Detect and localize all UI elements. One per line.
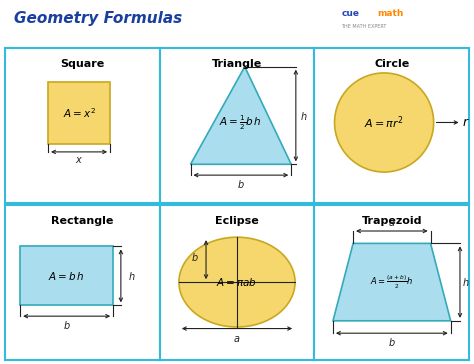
Bar	[48, 82, 110, 144]
Text: $b$: $b$	[237, 178, 245, 190]
Text: Triangle: Triangle	[212, 59, 262, 69]
Ellipse shape	[179, 237, 295, 327]
Text: Square: Square	[60, 59, 104, 69]
Text: $h$: $h$	[463, 276, 470, 288]
Bar	[20, 246, 113, 305]
Polygon shape	[191, 67, 291, 164]
Text: Rectangle: Rectangle	[51, 215, 113, 226]
Text: $r$: $r$	[462, 116, 470, 129]
Text: $h$: $h$	[300, 110, 307, 122]
Circle shape	[335, 73, 434, 172]
Polygon shape	[333, 244, 451, 321]
Text: $b$: $b$	[191, 251, 199, 263]
Text: $x$: $x$	[75, 155, 83, 165]
Text: math: math	[377, 9, 403, 18]
Text: $A = \pi r^2$: $A = \pi r^2$	[364, 114, 404, 131]
Text: $b$: $b$	[388, 336, 396, 348]
Text: $A = \frac{1}{2}b\,h$: $A = \frac{1}{2}b\,h$	[219, 113, 261, 132]
Text: Geometry Formulas: Geometry Formulas	[14, 11, 182, 26]
Text: $b$: $b$	[63, 320, 71, 332]
Text: $A = \pi ab$: $A = \pi ab$	[217, 276, 257, 288]
Text: $A = x^2$: $A = x^2$	[63, 106, 95, 120]
Text: Eclipse: Eclipse	[215, 215, 259, 226]
Text: Trapezoid: Trapezoid	[362, 215, 422, 226]
Text: $A = b\,h$: $A = b\,h$	[48, 270, 85, 282]
Text: Circle: Circle	[374, 59, 410, 69]
Text: cue: cue	[341, 9, 359, 18]
Text: $a$: $a$	[233, 335, 241, 344]
Text: $A = \frac{(a+b)}{2}h$: $A = \frac{(a+b)}{2}h$	[370, 274, 413, 290]
Text: $h$: $h$	[128, 270, 136, 282]
Text: THE MATH EXPERT: THE MATH EXPERT	[341, 24, 387, 29]
Text: $a$: $a$	[388, 218, 395, 228]
